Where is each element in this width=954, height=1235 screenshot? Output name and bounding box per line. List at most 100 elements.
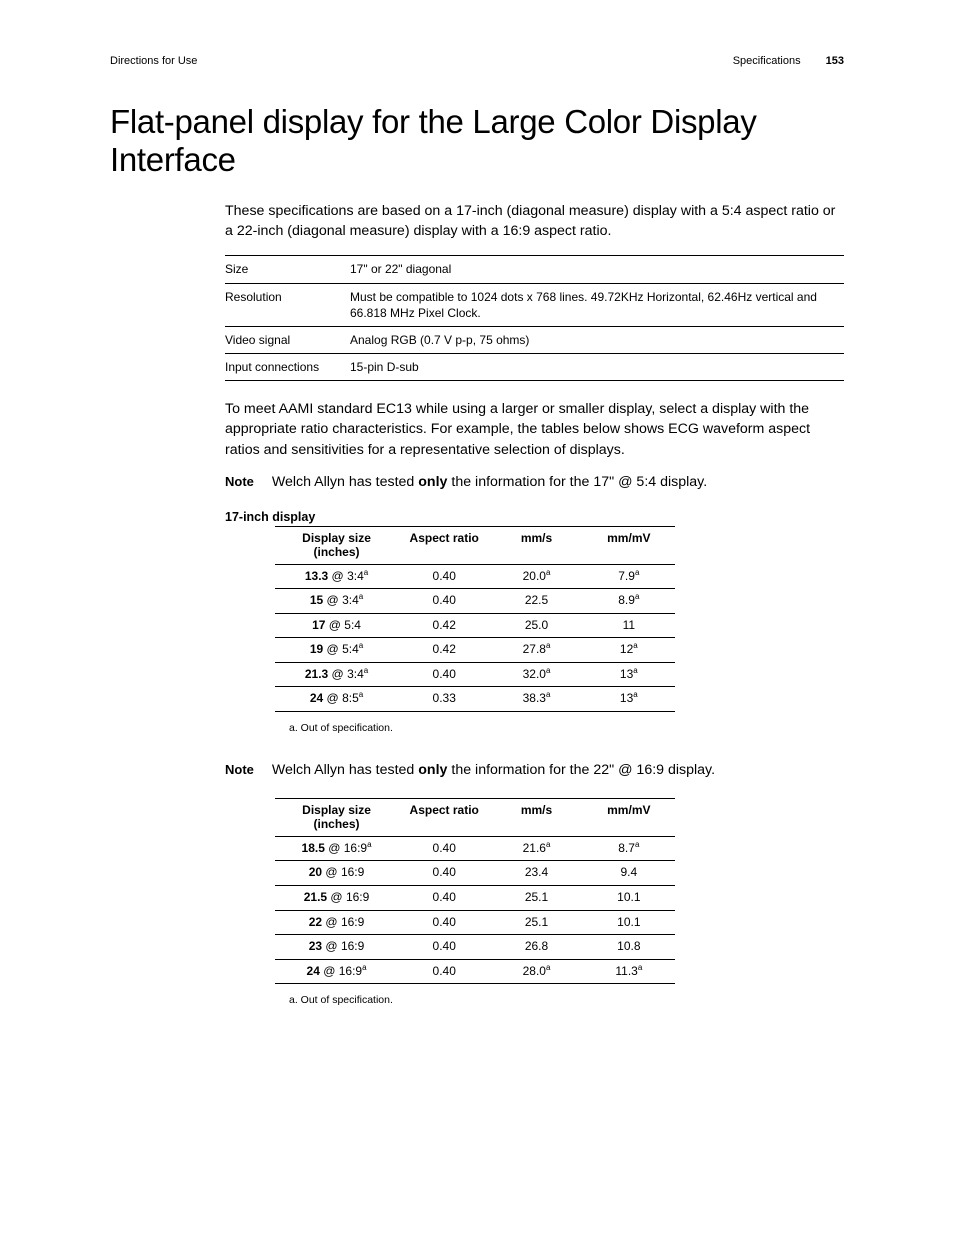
cell-mms: 32.0a — [490, 662, 582, 687]
cell-mmmv: 11.3a — [583, 959, 675, 984]
cell-mms: 25.1 — [490, 886, 582, 911]
note-text-before: Welch Allyn has tested — [272, 762, 418, 778]
spec-value: Must be compatible to 1024 dots x 768 li… — [350, 283, 844, 326]
cell-mmmv: 10.1 — [583, 910, 675, 935]
content-body: These specifications are based on a 17-i… — [225, 201, 844, 1006]
column-header: mm/s — [490, 799, 582, 837]
note-text-after: the information for the 17" @ 5:4 displa… — [447, 474, 707, 490]
cell-aspect-ratio: 0.40 — [398, 836, 490, 861]
header-section: Specifications — [733, 55, 801, 67]
cell-mms: 23.4 — [490, 861, 582, 886]
cell-display-size: 17 @ 5:4 — [275, 613, 398, 638]
cell-mmmv: 7.9a — [583, 564, 675, 589]
spec-value: 15-pin D-sub — [350, 354, 844, 381]
cell-display-size: 22 @ 16:9 — [275, 910, 398, 935]
table22-footnote: a. Out of specification. — [289, 994, 844, 1006]
cell-mms: 21.6a — [490, 836, 582, 861]
column-header: Aspect ratio — [398, 799, 490, 837]
intro-paragraph: These specifications are based on a 17-i… — [225, 201, 844, 241]
table-row: 23 @ 16:90.4026.810.8 — [275, 935, 675, 960]
cell-mmmv: 10.1 — [583, 886, 675, 911]
cell-display-size: 19 @ 5:4a — [275, 638, 398, 663]
note-text-after: the information for the 22" @ 16:9 displ… — [447, 762, 715, 778]
cell-aspect-ratio: 0.40 — [398, 886, 490, 911]
table22-wrap: Display size(inches)Aspect ratiomm/smm/m… — [275, 798, 844, 1006]
table17-footnote: a. Out of specification. — [289, 722, 844, 734]
cell-mmmv: 13a — [583, 687, 675, 712]
cell-aspect-ratio: 0.40 — [398, 564, 490, 589]
cell-mmmv: 8.9a — [583, 589, 675, 614]
table-row: 24 @ 8:5a0.3338.3a13a — [275, 687, 675, 712]
cell-aspect-ratio: 0.40 — [398, 662, 490, 687]
cell-display-size: 18.5 @ 16:9a — [275, 836, 398, 861]
cell-mms: 26.8 — [490, 935, 582, 960]
table-row: 19 @ 5:4a0.4227.8a12a — [275, 638, 675, 663]
column-header: mm/s — [490, 526, 582, 564]
note-tag: Note — [225, 474, 254, 489]
cell-display-size: 21.5 @ 16:9 — [275, 886, 398, 911]
spec-label: Size — [225, 256, 350, 283]
cell-mmmv: 9.4 — [583, 861, 675, 886]
cell-aspect-ratio: 0.42 — [398, 638, 490, 663]
cell-display-size: 23 @ 16:9 — [275, 935, 398, 960]
cell-mmmv: 10.8 — [583, 935, 675, 960]
table-row: 20 @ 16:90.4023.49.4 — [275, 861, 675, 886]
cell-display-size: 24 @ 8:5a — [275, 687, 398, 712]
note-tag: Note — [225, 762, 254, 777]
cell-mmmv: 8.7a — [583, 836, 675, 861]
cell-mms: 25.1 — [490, 910, 582, 935]
table-row: 18.5 @ 16:9a0.4021.6a8.7a — [275, 836, 675, 861]
spec-value: 17" or 22" diagonal — [350, 256, 844, 283]
spec-label: Input connections — [225, 354, 350, 381]
note-text-before: Welch Allyn has tested — [272, 474, 418, 490]
spec-value: Analog RGB (0.7 V p-p, 75 ohms) — [350, 326, 844, 353]
column-header: Aspect ratio — [398, 526, 490, 564]
column-header: Display size(inches) — [275, 799, 398, 837]
table22: Display size(inches)Aspect ratiomm/smm/m… — [275, 798, 675, 984]
para-aami: To meet AAMI standard EC13 while using a… — [225, 399, 844, 459]
header-right: Specifications 153 — [733, 55, 844, 67]
table17: Display size(inches)Aspect ratiomm/smm/m… — [275, 526, 675, 712]
spec-label: Resolution — [225, 283, 350, 326]
note-17: Note Welch Allyn has tested only the inf… — [225, 474, 844, 490]
cell-aspect-ratio: 0.40 — [398, 589, 490, 614]
cell-aspect-ratio: 0.40 — [398, 935, 490, 960]
table-row: 15 @ 3:4a0.4022.58.9a — [275, 589, 675, 614]
cell-mms: 25.0 — [490, 613, 582, 638]
spec-row: Size17" or 22" diagonal — [225, 256, 844, 283]
cell-mms: 28.0a — [490, 959, 582, 984]
cell-mms: 38.3a — [490, 687, 582, 712]
spec-row: Video signalAnalog RGB (0.7 V p-p, 75 oh… — [225, 326, 844, 353]
cell-mms: 27.8a — [490, 638, 582, 663]
cell-mms: 22.5 — [490, 589, 582, 614]
cell-aspect-ratio: 0.33 — [398, 687, 490, 712]
header-page-number: 153 — [826, 55, 844, 67]
table-row: 17 @ 5:40.4225.011 — [275, 613, 675, 638]
spec-row: Input connections15-pin D-sub — [225, 354, 844, 381]
cell-aspect-ratio: 0.42 — [398, 613, 490, 638]
table-row: 21.3 @ 3:4a0.4032.0a13a — [275, 662, 675, 687]
column-header: mm/mV — [583, 526, 675, 564]
spec-row: ResolutionMust be compatible to 1024 dot… — [225, 283, 844, 326]
cell-display-size: 15 @ 3:4a — [275, 589, 398, 614]
table-row: 24 @ 16:9a0.4028.0a11.3a — [275, 959, 675, 984]
cell-mmmv: 11 — [583, 613, 675, 638]
cell-mmmv: 12a — [583, 638, 675, 663]
cell-aspect-ratio: 0.40 — [398, 861, 490, 886]
table17-wrap: Display size(inches)Aspect ratiomm/smm/m… — [275, 526, 844, 734]
cell-mmmv: 13a — [583, 662, 675, 687]
table-row: 22 @ 16:90.4025.110.1 — [275, 910, 675, 935]
cell-aspect-ratio: 0.40 — [398, 910, 490, 935]
note-text-bold: only — [418, 762, 447, 778]
cell-display-size: 24 @ 16:9a — [275, 959, 398, 984]
cell-display-size: 20 @ 16:9 — [275, 861, 398, 886]
table-row: 13.3 @ 3:4a0.4020.0a7.9a — [275, 564, 675, 589]
cell-display-size: 13.3 @ 3:4a — [275, 564, 398, 589]
cell-display-size: 21.3 @ 3:4a — [275, 662, 398, 687]
page-title: Flat-panel display for the Large Color D… — [110, 103, 844, 179]
note-text-bold: only — [418, 474, 447, 490]
spec-label: Video signal — [225, 326, 350, 353]
header-left: Directions for Use — [110, 55, 197, 67]
page: Directions for Use Specifications 153 Fl… — [0, 0, 954, 1106]
spec-table: Size17" or 22" diagonalResolutionMust be… — [225, 255, 844, 381]
